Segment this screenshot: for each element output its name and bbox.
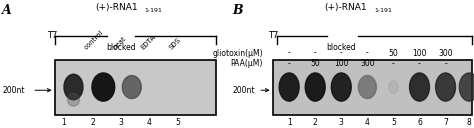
Text: 8: 8	[467, 118, 472, 127]
Text: 1-191: 1-191	[374, 8, 392, 13]
Ellipse shape	[305, 73, 325, 101]
Ellipse shape	[331, 73, 351, 101]
Text: (+)-RNA1: (+)-RNA1	[325, 3, 367, 12]
Text: 2: 2	[313, 118, 318, 127]
Text: -: -	[314, 49, 317, 58]
Text: -: -	[288, 60, 291, 68]
Text: PAA(μM): PAA(μM)	[231, 60, 263, 68]
Text: EDTA: EDTA	[140, 34, 157, 51]
Text: 6: 6	[417, 118, 422, 127]
Text: 50: 50	[310, 60, 320, 68]
Text: (+)-RNA1: (+)-RNA1	[95, 3, 137, 12]
Text: 7: 7	[443, 118, 448, 127]
Text: 3: 3	[118, 118, 123, 127]
Ellipse shape	[459, 73, 474, 101]
Ellipse shape	[279, 73, 299, 101]
Ellipse shape	[67, 93, 79, 106]
Text: 2: 2	[90, 118, 95, 127]
Text: -: -	[444, 60, 447, 68]
Text: heat: heat	[111, 36, 127, 51]
Text: T7: T7	[47, 31, 58, 40]
Text: 100: 100	[412, 49, 427, 58]
Text: -: -	[418, 60, 421, 68]
Text: T7: T7	[268, 31, 278, 40]
Text: 100: 100	[334, 60, 348, 68]
Text: 1: 1	[287, 118, 292, 127]
Text: 4: 4	[147, 118, 152, 127]
Text: 300: 300	[360, 60, 374, 68]
Ellipse shape	[389, 81, 398, 93]
Text: 5: 5	[175, 118, 180, 127]
Text: -: -	[366, 49, 369, 58]
Text: 50: 50	[389, 49, 398, 58]
Text: blocked: blocked	[106, 43, 136, 52]
Text: A: A	[2, 4, 12, 17]
Ellipse shape	[64, 74, 83, 100]
Bar	[55, 60, 216, 115]
Text: 5: 5	[391, 118, 396, 127]
Ellipse shape	[436, 73, 456, 101]
Text: 4: 4	[365, 118, 370, 127]
Ellipse shape	[122, 76, 141, 99]
Text: -: -	[288, 49, 291, 58]
Ellipse shape	[410, 73, 429, 101]
Text: SDS: SDS	[168, 37, 182, 51]
Text: B: B	[232, 4, 243, 17]
Text: -: -	[392, 60, 395, 68]
Text: 1-191: 1-191	[145, 8, 163, 13]
Text: gliotoxin(μM): gliotoxin(μM)	[212, 49, 263, 58]
Text: 200nt: 200nt	[2, 86, 25, 95]
Ellipse shape	[92, 73, 115, 101]
Ellipse shape	[358, 76, 376, 99]
Text: blocked: blocked	[327, 43, 356, 52]
Text: 300: 300	[438, 49, 453, 58]
Text: 200nt: 200nt	[232, 86, 255, 95]
Text: 3: 3	[339, 118, 344, 127]
Text: control: control	[83, 30, 104, 51]
Text: -: -	[340, 49, 343, 58]
Text: 1: 1	[62, 118, 66, 127]
Bar	[273, 60, 472, 115]
